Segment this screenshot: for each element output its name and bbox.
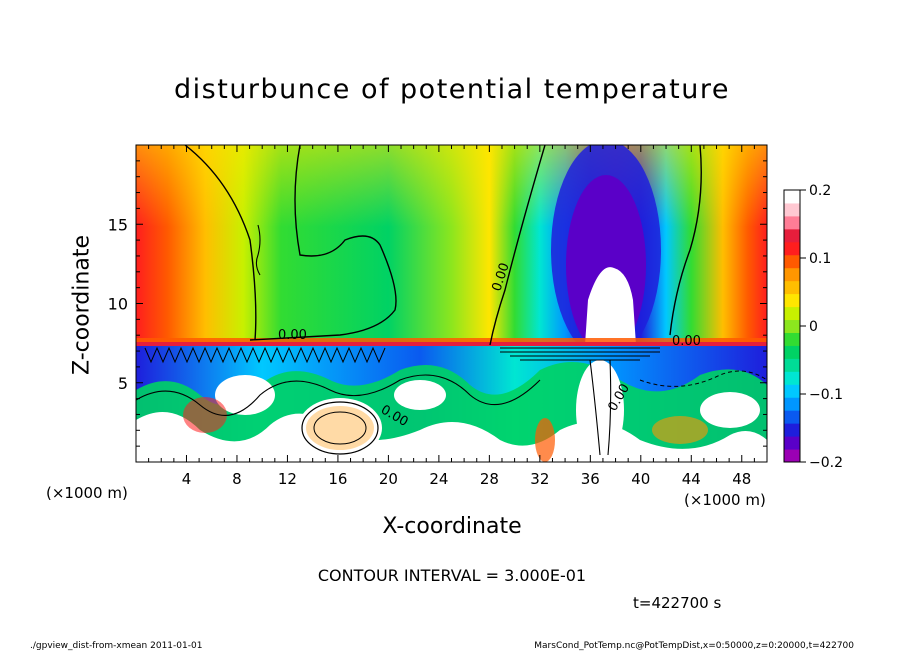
colorbar-swatch (784, 280, 800, 295)
x-axis: 4 8 12 16 20 24 28 32 36 40 44 48 (135, 145, 768, 488)
colorbar-swatch (784, 384, 800, 398)
colorbar-swatch (784, 319, 800, 333)
colorbar-swatch (784, 228, 800, 243)
footer-left: ./gpview_dist-from-xmean 2011-01-01 (30, 641, 203, 651)
heatmap-field (136, 145, 767, 462)
footer-right: MarsCond_PotTemp.nc@PotTempDist,x=0:5000… (534, 641, 854, 651)
colorbar-swatch (784, 293, 800, 308)
x-unit-label-right: (×1000 m) (684, 491, 766, 509)
colorbar-tick-label: −0.2 (809, 455, 843, 471)
y-tick-label: 15 (108, 215, 128, 234)
colorbar-swatch (784, 345, 800, 359)
colorbar-swatch (784, 371, 800, 385)
colorbar-swatch (784, 215, 800, 230)
contour-label: 0.00 (278, 328, 307, 343)
colorbar-swatch (784, 449, 800, 463)
colorbar-swatch (784, 423, 800, 437)
colorbar-swatch (784, 397, 800, 411)
y-tick-label: 10 (108, 295, 128, 314)
y-tick-label: 5 (118, 374, 128, 393)
x-tick-label: 36 (581, 470, 600, 488)
x-unit-label-left: (×1000 m) (46, 484, 128, 502)
colorbar-swatch (784, 410, 800, 424)
colorbar (784, 190, 800, 463)
x-tick-label: 4 (182, 470, 192, 488)
x-tick-label: 20 (379, 470, 398, 488)
colorbar-tick-label: 0.1 (809, 251, 831, 267)
x-tick-label: 28 (480, 470, 499, 488)
colorbar-swatch (784, 306, 800, 321)
x-tick-label: 12 (278, 470, 297, 488)
y-axis: 5 10 15 (108, 160, 767, 447)
time-label: t=422700 s (633, 594, 722, 612)
colorbar-swatch (784, 190, 800, 204)
contour-interval: CONTOUR INTERVAL = 3.000E-01 (317, 566, 587, 585)
colorbar-swatch (784, 332, 800, 346)
x-tick-label: 32 (530, 470, 549, 488)
chart-title: disturbunce of potential temperature (174, 74, 730, 105)
x-tick-label: 8 (232, 470, 242, 488)
colorbar-tick-label: 0 (809, 319, 818, 335)
colorbar-swatch (784, 202, 800, 217)
colorbar-swatch (784, 267, 800, 282)
contour-label: 0.00 (672, 334, 701, 349)
x-tick-label: 44 (682, 470, 701, 488)
x-tick-label: 40 (631, 470, 650, 488)
colorbar-swatch (784, 254, 800, 269)
colorbar-swatch (784, 241, 800, 256)
colorbar-swatch (784, 436, 800, 450)
colorbar-tick-label: −0.1 (809, 387, 843, 403)
x-axis-label: X-coordinate (382, 514, 522, 539)
colorbar-tick-label: 0.2 (809, 183, 831, 199)
x-tick-label: 48 (732, 470, 751, 488)
x-tick-label: 16 (328, 470, 347, 488)
x-tick-label: 24 (429, 470, 448, 488)
y-axis-label: Z-coordinate (69, 235, 95, 375)
colorbar-swatch (784, 358, 800, 372)
colorbar-ticks: 0.2 0.1 0 −0.1 −0.2 (800, 183, 843, 471)
